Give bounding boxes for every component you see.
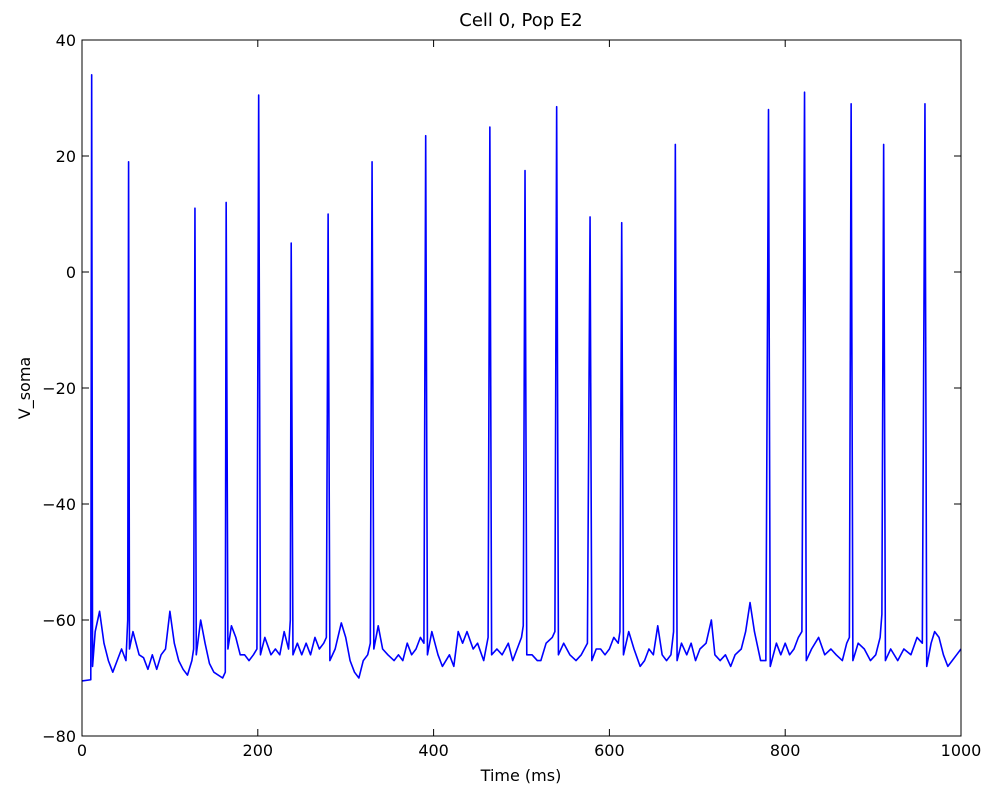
x-tick-label: 400 [418, 741, 449, 760]
y-tick-label: 40 [56, 31, 76, 50]
x-axis-label: Time (ms) [480, 766, 562, 785]
plot-area [82, 40, 961, 736]
x-tick-label: 1000 [941, 741, 982, 760]
y-tick-label: 0 [66, 263, 76, 282]
x-tick-label: 800 [770, 741, 801, 760]
y-tick-label: −20 [42, 379, 76, 398]
chart-title: Cell 0, Pop E2 [459, 10, 582, 31]
x-tick-label: 200 [243, 741, 274, 760]
y-tick-label: −40 [42, 495, 76, 514]
y-tick-label: −80 [42, 727, 76, 746]
data-line [81, 74, 962, 682]
x-tick-label: 0 [77, 741, 87, 760]
x-tick-label: 600 [594, 741, 625, 760]
y-tick-label: 20 [56, 147, 76, 166]
y-tick-label: −60 [42, 611, 76, 630]
y-axis-label: V_soma [15, 357, 35, 419]
